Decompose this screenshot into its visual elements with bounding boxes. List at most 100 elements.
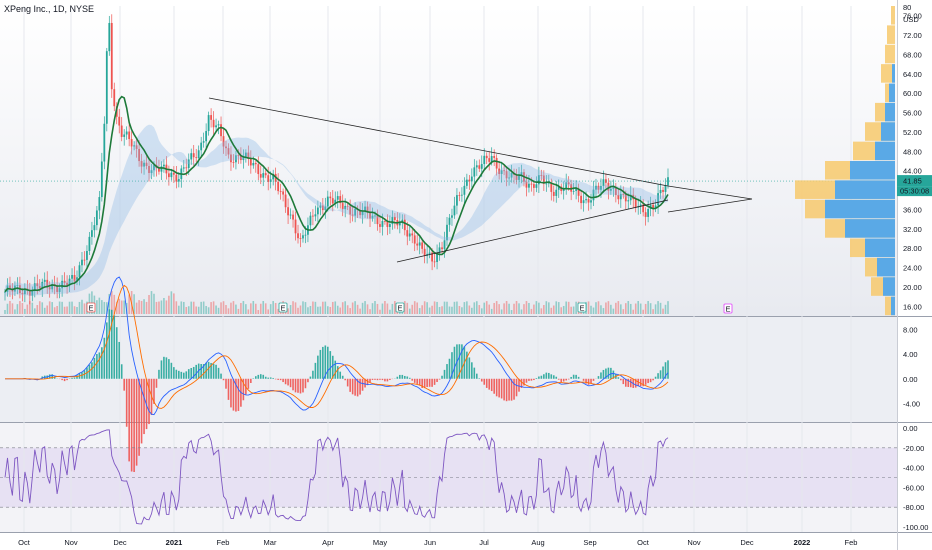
candle-body [192, 153, 195, 158]
volume-bar [31, 302, 34, 314]
volume-bar [356, 304, 359, 314]
candle-body [316, 207, 319, 215]
volume-bar [277, 308, 279, 314]
candle-body [68, 278, 71, 286]
macd-bar [61, 378, 63, 381]
macd-bar [550, 374, 553, 379]
macd-bar [523, 378, 525, 386]
macd-bar [597, 376, 600, 379]
candle-body [148, 165, 150, 174]
macd-bar [505, 378, 508, 402]
macd-bar [461, 344, 463, 379]
macd-bar [525, 378, 528, 383]
macd-bar [515, 378, 518, 397]
macd-bar [426, 378, 428, 387]
volume-bar [354, 301, 356, 314]
macd-bar [431, 378, 433, 387]
volume-bars [4, 291, 669, 314]
macd-bar [533, 378, 535, 381]
macd-bar [411, 378, 414, 381]
macd-bar [165, 357, 168, 379]
earnings-badge [395, 302, 405, 313]
candle-body [324, 206, 327, 211]
macd-bar [334, 360, 337, 379]
volume-bar [523, 304, 525, 314]
volume-bar [334, 301, 337, 314]
macd-bar [103, 337, 106, 379]
symbol-label: XPeng Inc., 1D, NYSE [4, 4, 95, 14]
candle-body [341, 203, 344, 210]
candle-body [86, 250, 88, 260]
volume-bar [180, 301, 183, 314]
time-label: Nov [687, 538, 701, 547]
volume-bar [207, 307, 210, 314]
macd-bar [510, 378, 513, 401]
volume-bar [458, 305, 461, 314]
macd-bar [217, 367, 220, 379]
macd-bar [237, 378, 240, 411]
candle-body [480, 164, 483, 169]
volume-bar [309, 305, 312, 314]
time-label: Feb [217, 538, 230, 547]
volume-bar [83, 303, 86, 314]
volume-bar [307, 307, 309, 314]
volume-bar [587, 301, 590, 314]
volume-bar [503, 303, 505, 314]
candle-body [446, 224, 448, 241]
volume-bar [145, 301, 148, 314]
volume-profile-bar [877, 257, 895, 277]
volume-bar [110, 291, 113, 314]
candle-body [498, 168, 501, 175]
candle-body [542, 175, 545, 184]
volume-bar [662, 308, 664, 314]
volume-bar [324, 301, 327, 314]
candle-body [120, 125, 123, 137]
candle-body [475, 165, 478, 168]
volume-bar [220, 302, 222, 314]
volume-bar [128, 294, 130, 314]
candle-body [657, 193, 659, 206]
macd-bar [108, 309, 111, 379]
volume-bar [446, 301, 448, 314]
volume-bar [292, 301, 294, 314]
volume-bar [545, 301, 548, 314]
volume-bar [490, 308, 493, 314]
price-tick: 76.00 [903, 12, 922, 21]
candle-body [302, 235, 304, 239]
candle-body [552, 191, 555, 196]
volume-bar [250, 303, 252, 314]
candle-body [326, 196, 329, 207]
time-label: Jul [479, 538, 489, 547]
candle-body [38, 286, 41, 289]
volume-bar [115, 301, 118, 314]
macd-bar [642, 378, 644, 387]
candle-body [642, 204, 645, 213]
macd-bar [639, 378, 642, 387]
candle-body [634, 199, 637, 208]
volume-bar [24, 308, 26, 314]
candle-body [376, 215, 379, 225]
candle-body [371, 215, 374, 219]
time-label: Sep [583, 538, 596, 547]
time-label: Dec [113, 538, 127, 547]
volume-bar [242, 301, 245, 314]
volume-bar [237, 308, 240, 314]
macd-bar [207, 361, 210, 379]
macd-bar [530, 378, 533, 381]
volume-bar [386, 303, 389, 314]
volume-bar [76, 307, 78, 314]
volume-bar [394, 301, 396, 314]
volume-bar [438, 307, 441, 314]
volume-bar [297, 307, 299, 314]
candle-body [105, 51, 108, 124]
volume-bar [605, 302, 607, 314]
volume-bar [294, 302, 297, 314]
volume-bar [254, 303, 257, 314]
macd-bar [433, 378, 436, 385]
candle-body [31, 290, 34, 296]
macd-bar [284, 378, 287, 385]
volume-bar [485, 301, 488, 314]
volume-bar [153, 293, 155, 314]
candle-body [309, 215, 312, 226]
